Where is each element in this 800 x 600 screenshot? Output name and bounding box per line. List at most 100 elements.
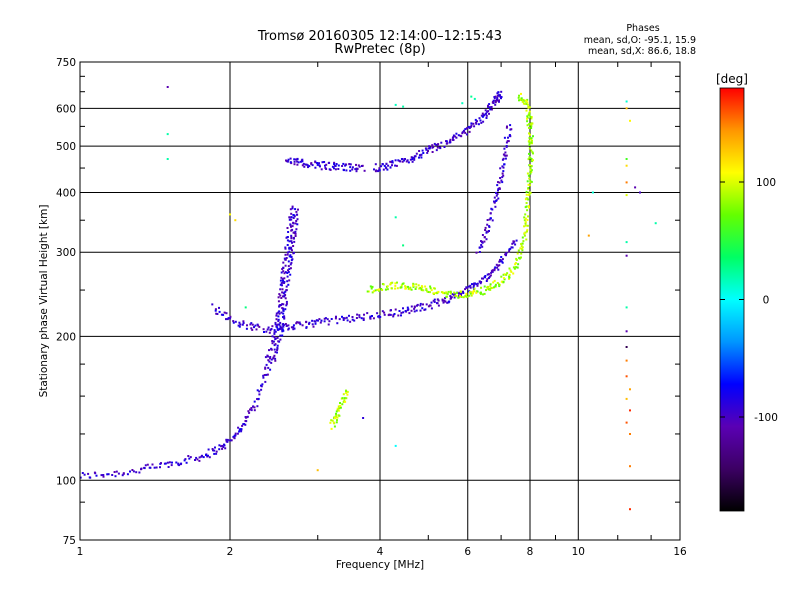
o-trace-point	[383, 313, 386, 316]
o-trace-point	[273, 331, 276, 334]
o-trace-point	[212, 449, 214, 452]
o-trace-point	[295, 322, 298, 325]
o-trace-point	[435, 149, 438, 152]
o-trace-point	[290, 225, 292, 228]
o-trace-point	[106, 473, 109, 476]
o-trace-point	[476, 120, 478, 123]
x-trace-point	[529, 168, 532, 171]
o-trace-point	[487, 110, 490, 113]
o-trace-point	[503, 136, 506, 139]
o-trace-point	[481, 240, 483, 243]
x-trace-point	[530, 158, 533, 160]
o-trace-point	[504, 157, 507, 160]
x-trace-point	[530, 165, 533, 168]
o-trace-point	[392, 314, 395, 317]
o-trace-point	[288, 268, 291, 271]
o-trace-point	[221, 444, 224, 447]
x-trace-point	[489, 288, 492, 291]
x-trace-point	[386, 285, 389, 288]
o-trace-point	[284, 308, 287, 311]
x-trace-point	[480, 291, 482, 294]
o-trace-point	[358, 165, 361, 168]
o-trace-point	[475, 121, 477, 124]
o-trace-point	[485, 238, 488, 241]
x-trace-point	[464, 294, 467, 297]
o-trace-point	[394, 164, 397, 167]
o-trace-point	[355, 168, 358, 171]
o-trace-point	[504, 253, 507, 256]
o-trace-point	[282, 303, 285, 306]
o-trace-point	[488, 103, 491, 106]
o-trace-point	[464, 128, 467, 131]
o-trace-point	[472, 122, 475, 125]
o-trace-point	[453, 294, 456, 297]
o-trace-point	[480, 244, 483, 246]
o-trace-point	[505, 126, 508, 129]
x-trace-point	[526, 228, 529, 231]
o-trace-point	[285, 257, 288, 259]
o-trace-point	[351, 316, 354, 318]
plot-grid	[80, 62, 680, 540]
x-trace-point	[491, 286, 494, 289]
o-trace-point	[490, 271, 493, 274]
o-trace-point	[208, 456, 211, 459]
x-trace-point	[381, 289, 384, 291]
o-trace-point	[462, 290, 464, 293]
x-trace-point	[432, 292, 435, 295]
o-trace-point	[336, 322, 339, 325]
x-trace-point	[520, 252, 523, 255]
o-trace-point	[266, 373, 269, 376]
x-trace-point	[500, 280, 503, 283]
o-trace-point	[284, 271, 287, 274]
x-trace-point	[516, 252, 519, 255]
o-trace-point	[355, 170, 358, 173]
o-trace-point	[356, 313, 359, 316]
o-trace-point	[198, 459, 201, 462]
o-trace-point	[281, 303, 284, 306]
o-trace-point	[452, 134, 455, 137]
o-trace-point	[281, 284, 283, 287]
o-trace-point	[292, 328, 295, 331]
o-trace-point	[267, 366, 270, 369]
o-trace-point	[510, 246, 513, 249]
isolated-point	[587, 234, 590, 237]
o-trace-point	[462, 292, 465, 294]
o-trace-point	[221, 447, 224, 450]
o-trace-point	[411, 160, 414, 163]
o-trace-point	[515, 239, 518, 242]
o-trace-point	[485, 231, 488, 234]
isolated-point	[625, 421, 628, 424]
o-trace-point	[507, 140, 510, 143]
o-trace-point	[410, 305, 413, 308]
o-trace-point	[280, 271, 283, 274]
x-trace-point	[337, 405, 340, 408]
x-trace-point	[407, 285, 409, 288]
o-trace-point	[189, 456, 192, 459]
o-trace-point	[250, 322, 253, 325]
x-trace-point	[394, 284, 397, 287]
o-trace-point	[386, 168, 389, 171]
o-trace-point	[100, 474, 103, 477]
o-trace-point	[485, 114, 488, 117]
o-trace-point	[410, 309, 413, 312]
x-trace-point	[400, 284, 403, 287]
o-trace-point	[500, 90, 503, 93]
x-trace-point	[336, 407, 339, 410]
o-trace-point	[287, 269, 289, 272]
o-trace-point	[316, 163, 319, 166]
o-trace-point	[284, 264, 287, 267]
o-trace-point	[400, 314, 402, 317]
x-trace-point	[520, 245, 523, 248]
o-trace-point	[481, 234, 484, 236]
x-trace-point	[342, 393, 345, 396]
o-trace-point	[353, 319, 356, 322]
o-trace-point	[421, 149, 424, 152]
isolated-point	[402, 105, 405, 108]
o-trace-point	[310, 162, 313, 165]
o-trace-point	[316, 162, 319, 164]
o-trace-point	[481, 115, 484, 118]
x-trace-point	[528, 177, 531, 180]
o-trace-point	[282, 309, 285, 312]
o-trace-point	[503, 163, 506, 166]
o-trace-point	[220, 445, 223, 448]
